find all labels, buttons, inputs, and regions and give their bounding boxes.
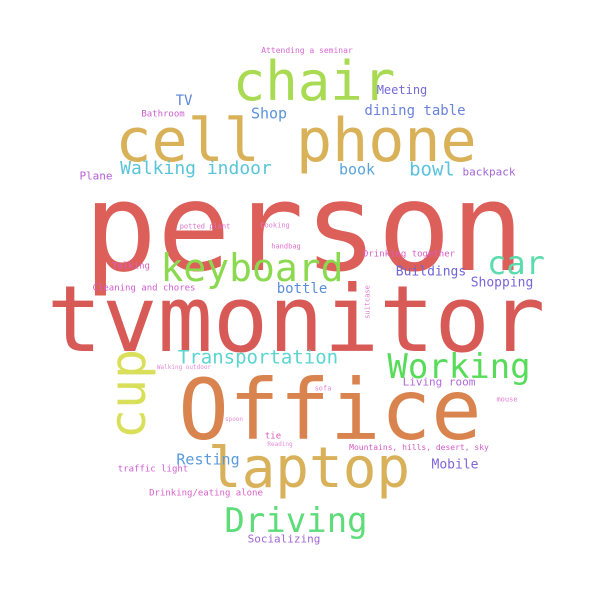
word-reading: Reading bbox=[267, 441, 293, 448]
word-handbag: handbag bbox=[271, 242, 301, 251]
word-sofa: sofa bbox=[314, 384, 332, 393]
word-tv: TV bbox=[175, 93, 193, 109]
word-cleaning-and-chores: Cleaning and chores bbox=[92, 283, 196, 294]
word-dining-table: dining table bbox=[364, 103, 466, 119]
word-bathroom: Bathroom bbox=[141, 109, 185, 120]
word-bottle: bottle bbox=[276, 281, 328, 297]
word-mobile: Mobile bbox=[431, 457, 479, 473]
word-talking: Talking bbox=[112, 261, 150, 272]
word-buildings: Buildings bbox=[395, 264, 467, 280]
word-shopping: Shopping bbox=[470, 275, 534, 291]
word-plane: Plane bbox=[79, 169, 113, 183]
word-transportation: Transportation bbox=[177, 346, 339, 369]
word-backpack: backpack bbox=[462, 165, 516, 179]
word-laptop: laptop bbox=[207, 436, 411, 501]
word-potted-plant: potted plant bbox=[179, 222, 231, 231]
word-attending-a-seminar: Attending a seminar bbox=[261, 46, 353, 55]
word-bowl: bowl bbox=[409, 158, 455, 181]
word-tie: tie bbox=[264, 431, 282, 442]
word-living-room: Living room bbox=[402, 375, 476, 389]
word-traffic-light: traffic light bbox=[117, 464, 189, 475]
word-working: Working bbox=[387, 347, 531, 387]
word-resting: Resting bbox=[176, 450, 240, 469]
word-book: book bbox=[338, 160, 376, 179]
word-walking-indoor: Walking indoor bbox=[120, 158, 272, 179]
word-person: person bbox=[83, 157, 525, 299]
word-shop: Shop bbox=[250, 104, 288, 123]
word-spoon: spoon bbox=[224, 416, 244, 423]
word-mouse: mouse bbox=[496, 395, 518, 404]
word-mountains-hills-desert-sky: Mountains, hills, desert, sky bbox=[349, 443, 489, 452]
word-suitcase: suitcase bbox=[363, 285, 372, 319]
word-keyboard: keyboard bbox=[160, 246, 344, 290]
word-cooking: Cooking bbox=[260, 221, 290, 230]
word-tvmonitor: tvmonitor bbox=[46, 266, 546, 373]
word-driving: Driving bbox=[224, 501, 368, 541]
word-cell-phone: cell phone bbox=[115, 106, 477, 176]
word-cup: cup bbox=[99, 348, 157, 440]
word-drinking-together: Drinking together bbox=[362, 249, 456, 260]
word-socializing: Socializing bbox=[247, 532, 321, 546]
word-chair: chair bbox=[232, 50, 396, 113]
word-office: Office bbox=[178, 361, 482, 459]
word-drinking-eating-alone: Drinking/eating alone bbox=[149, 488, 263, 499]
word-car: car bbox=[487, 244, 545, 282]
word-walking-outdoor: Walking outdoor bbox=[156, 364, 212, 371]
word-meeting: Meeting bbox=[376, 83, 428, 97]
